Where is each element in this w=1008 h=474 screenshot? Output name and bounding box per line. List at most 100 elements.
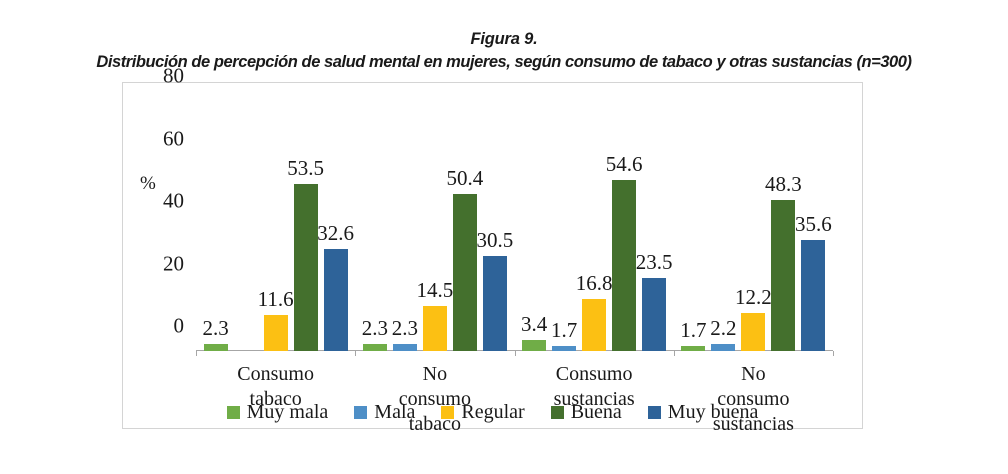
bar-value-label: 53.5 — [287, 155, 324, 180]
bar[interactable] — [681, 345, 706, 351]
legend-swatch-icon — [354, 406, 368, 419]
chart-legend: Muy mala Mala Regular Buena Muy buena — [123, 401, 862, 424]
bar[interactable] — [771, 200, 796, 351]
bar[interactable] — [642, 277, 667, 351]
bar[interactable] — [612, 180, 637, 351]
bar-value-label: 16.8 — [575, 270, 613, 295]
bar-value-label: 14.5 — [416, 277, 454, 302]
chart-container: % 0 20 40 60 80 2.3 11.6 53.5 32.6 Consumo tabac… — [122, 64, 863, 435]
bar-slot: 1.7 — [680, 101, 707, 351]
bar-slot: 2.3 — [202, 101, 229, 351]
figure-caption: Figura 9. Distribución de percepción de … — [0, 28, 1008, 74]
bar-value-label: 2.3 — [361, 315, 388, 340]
bar-slot: 2.3 — [391, 101, 418, 351]
bar-value-label: 2.3 — [202, 315, 229, 340]
bar[interactable] — [522, 340, 547, 351]
bar-slot: 53.5 — [287, 101, 324, 351]
bar[interactable] — [422, 305, 447, 351]
legend-label: Buena — [570, 401, 622, 423]
bar-value-label: 11.6 — [257, 286, 294, 311]
bar-slot: 14.5 — [417, 101, 453, 351]
legend-label: Regular — [461, 401, 525, 423]
bar-value-label: 2.2 — [710, 316, 737, 341]
bar-value-label: 2.3 — [391, 315, 418, 340]
x-axis-category-label: No consumo tabaco — [398, 363, 471, 435]
x-axis-tick — [355, 351, 357, 356]
bar-value-label: 1.7 — [551, 317, 578, 342]
bar-slot: 16.8 — [576, 101, 613, 351]
x-axis-tick — [673, 351, 675, 356]
bar-value-label: 30.5 — [476, 227, 514, 252]
bar-slot: 12.2 — [735, 101, 772, 351]
bar[interactable] — [711, 344, 736, 351]
bar-slot: 2.2 — [710, 101, 737, 351]
bar-value-label: 12.2 — [735, 284, 772, 309]
bar[interactable] — [552, 345, 577, 351]
x-axis-category-label: Consumo tabaco — [237, 363, 314, 410]
bar-slot — [234, 101, 258, 351]
legend-label: Mala — [374, 401, 416, 423]
bar[interactable] — [801, 239, 826, 351]
x-axis-tick — [196, 351, 197, 356]
y-axis-tick-label: 80 — [163, 63, 184, 88]
bar-slot: 30.5 — [477, 101, 513, 351]
bar-group: 2.3 11.6 53.5 32.6 Consumo tabaco — [196, 101, 355, 410]
bar[interactable] — [392, 343, 417, 351]
legend-swatch-icon — [226, 406, 240, 419]
y-axis-tick-label: 60 — [163, 126, 184, 150]
x-axis-category-label: Consumo sustancias — [553, 363, 635, 410]
bar-value-label: 1.7 — [680, 317, 707, 342]
bar-value-label: 3.4 — [521, 312, 548, 337]
y-axis-unit-label: % — [140, 173, 156, 194]
bar-slot: 54.6 — [606, 101, 643, 351]
legend-item[interactable]: Muy buena — [647, 401, 759, 424]
bar[interactable] — [452, 193, 477, 351]
bar[interactable] — [203, 343, 228, 351]
bar-group-bars: 3.4 1.7 16.8 54.6 23.5 — [515, 101, 674, 351]
bar-value-label: 48.3 — [765, 172, 802, 197]
y-axis-tick-label: 0 — [173, 313, 185, 338]
bar-value-label: 50.4 — [446, 165, 484, 190]
x-axis-line — [196, 350, 833, 351]
x-axis-tick — [833, 351, 834, 356]
bar-group: 3.4 1.7 16.8 54.6 23.5 Consumo sustancias — [515, 101, 674, 410]
bar-group-bars: 2.3 2.3 14.5 50.4 30.5 — [355, 101, 514, 351]
bar-slot: 32.6 — [317, 101, 354, 351]
bar-value-label: 35.6 — [795, 211, 832, 236]
bar[interactable] — [263, 314, 288, 351]
bar[interactable] — [362, 343, 387, 351]
bar-value-label: 23.5 — [635, 249, 673, 274]
bar-group: 2.3 2.3 14.5 50.4 30.5 No consumo tabaco — [355, 101, 514, 435]
legend-item[interactable]: Muy mala — [226, 401, 329, 424]
y-axis-tick-label: 40 — [163, 188, 184, 213]
bar-slot: 23.5 — [636, 101, 673, 351]
y-axis-tick-label: 20 — [163, 251, 184, 275]
legend-label: Muy buena — [667, 401, 759, 423]
bar[interactable] — [482, 255, 507, 351]
x-axis-tick — [514, 351, 516, 356]
legend-swatch-icon — [441, 406, 455, 419]
bar-slot: 50.4 — [447, 101, 483, 351]
bar-group: 1.7 2.2 12.2 48.3 35.6 No consumo sustancias — [674, 101, 833, 435]
legend-item[interactable]: Regular — [441, 401, 525, 424]
bar[interactable] — [323, 249, 348, 351]
bar[interactable] — [582, 298, 607, 351]
bar-slot: 11.6 — [258, 101, 294, 351]
bar-group-bars: 2.3 11.6 53.5 32.6 — [196, 101, 355, 351]
bar-group-bars: 1.7 2.2 12.2 48.3 35.6 — [674, 101, 833, 351]
plot-area: 0 20 40 60 80 2.3 11.6 53.5 32.6 Consumo tabaco 2… — [163, 64, 834, 435]
bar[interactable] — [741, 312, 766, 351]
legend-item[interactable]: Mala — [354, 401, 415, 424]
bar-slot: 1.7 — [551, 101, 578, 351]
legend-item[interactable]: Buena — [550, 401, 622, 424]
bar-groups: 2.3 11.6 53.5 32.6 Consumo tabaco 2.3 2.3 14.5 5… — [196, 101, 833, 435]
legend-label: Muy mala — [246, 401, 329, 423]
bar-value-label: 32.6 — [317, 221, 354, 246]
legend-swatch-icon — [550, 406, 564, 419]
bar-slot: 2.3 — [361, 101, 388, 351]
bar-slot: 35.6 — [795, 101, 832, 351]
bar[interactable] — [293, 183, 318, 351]
figure-number: Figura 9. — [470, 30, 538, 48]
x-axis-category-label: No consumo sustancias — [712, 363, 794, 435]
legend-swatch-icon — [647, 406, 661, 419]
